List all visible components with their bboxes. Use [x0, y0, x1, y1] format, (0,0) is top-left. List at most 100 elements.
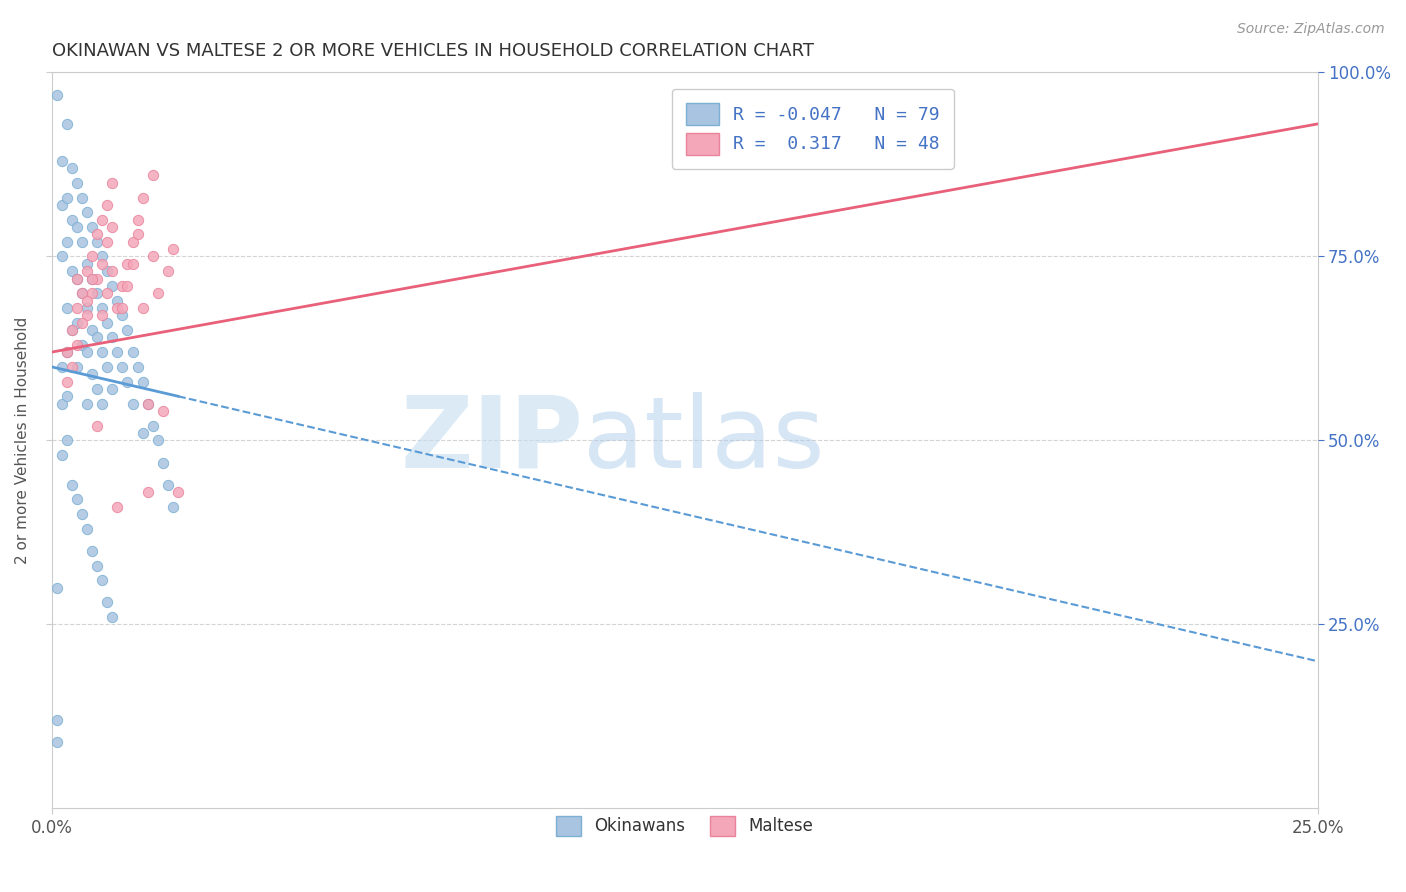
Text: OKINAWAN VS MALTESE 2 OR MORE VEHICLES IN HOUSEHOLD CORRELATION CHART: OKINAWAN VS MALTESE 2 OR MORE VEHICLES I…: [52, 42, 814, 60]
Point: [70, 337, 93, 351]
Point: [70, 507, 93, 521]
Point: [91, 257, 114, 271]
Point: [105, 293, 128, 308]
Point: [162, 242, 184, 256]
Point: [96, 595, 118, 609]
Point: [131, 301, 153, 315]
Point: [86, 330, 108, 344]
Point: [55, 434, 77, 448]
Point: [152, 456, 174, 470]
Point: [167, 485, 190, 500]
Point: [101, 264, 124, 278]
Point: [70, 286, 93, 301]
Point: [121, 257, 143, 271]
Point: [70, 316, 93, 330]
Point: [121, 235, 143, 249]
Y-axis label: 2 or more Vehicles in Household: 2 or more Vehicles in Household: [15, 317, 30, 564]
Point: [117, 323, 139, 337]
Text: atlas: atlas: [583, 392, 825, 489]
Point: [76, 397, 98, 411]
Point: [55, 117, 77, 131]
Point: [80, 219, 103, 234]
Point: [45, 87, 67, 102]
Point: [146, 286, 169, 301]
Point: [55, 345, 77, 359]
Point: [91, 249, 114, 263]
Text: ZIP: ZIP: [401, 392, 583, 489]
Point: [156, 264, 179, 278]
Point: [55, 375, 77, 389]
Point: [80, 249, 103, 263]
Text: Source: ZipAtlas.com: Source: ZipAtlas.com: [1237, 22, 1385, 37]
Point: [101, 330, 124, 344]
Point: [96, 286, 118, 301]
Point: [127, 212, 149, 227]
Point: [51, 153, 73, 168]
Point: [142, 249, 165, 263]
Point: [136, 485, 159, 500]
Point: [136, 397, 159, 411]
Point: [60, 212, 83, 227]
Point: [91, 574, 114, 588]
Point: [131, 190, 153, 204]
Point: [86, 558, 108, 573]
Point: [60, 359, 83, 374]
Point: [105, 500, 128, 514]
Point: [96, 264, 118, 278]
Point: [60, 323, 83, 337]
Point: [80, 367, 103, 381]
Point: [101, 610, 124, 624]
Point: [96, 198, 118, 212]
Point: [51, 249, 73, 263]
Point: [76, 345, 98, 359]
Point: [76, 308, 98, 322]
Point: [66, 316, 89, 330]
Point: [51, 448, 73, 462]
Point: [91, 301, 114, 315]
Point: [66, 359, 89, 374]
Point: [111, 278, 134, 293]
Point: [101, 219, 124, 234]
Point: [80, 286, 103, 301]
Point: [51, 397, 73, 411]
Point: [117, 375, 139, 389]
Point: [96, 359, 118, 374]
Point: [142, 169, 165, 183]
Point: [91, 345, 114, 359]
Point: [101, 176, 124, 190]
Point: [66, 492, 89, 507]
Point: [91, 308, 114, 322]
Point: [131, 375, 153, 389]
Point: [162, 500, 184, 514]
Point: [55, 345, 77, 359]
Point: [146, 434, 169, 448]
Point: [111, 301, 134, 315]
Point: [76, 522, 98, 536]
Point: [66, 219, 89, 234]
Legend: Okinawans, Maltese: Okinawans, Maltese: [547, 807, 821, 844]
Point: [96, 316, 118, 330]
Point: [105, 301, 128, 315]
Point: [91, 212, 114, 227]
Point: [45, 713, 67, 727]
Point: [127, 359, 149, 374]
Point: [127, 227, 149, 242]
Point: [121, 397, 143, 411]
Point: [45, 735, 67, 749]
Point: [86, 382, 108, 396]
Point: [60, 323, 83, 337]
Point: [136, 397, 159, 411]
Point: [60, 161, 83, 175]
Point: [70, 286, 93, 301]
Point: [70, 190, 93, 204]
Point: [60, 264, 83, 278]
Point: [96, 235, 118, 249]
Point: [60, 477, 83, 491]
Point: [86, 271, 108, 285]
Point: [101, 278, 124, 293]
Point: [80, 544, 103, 558]
Point: [117, 257, 139, 271]
Point: [152, 404, 174, 418]
Point: [76, 257, 98, 271]
Point: [55, 389, 77, 403]
